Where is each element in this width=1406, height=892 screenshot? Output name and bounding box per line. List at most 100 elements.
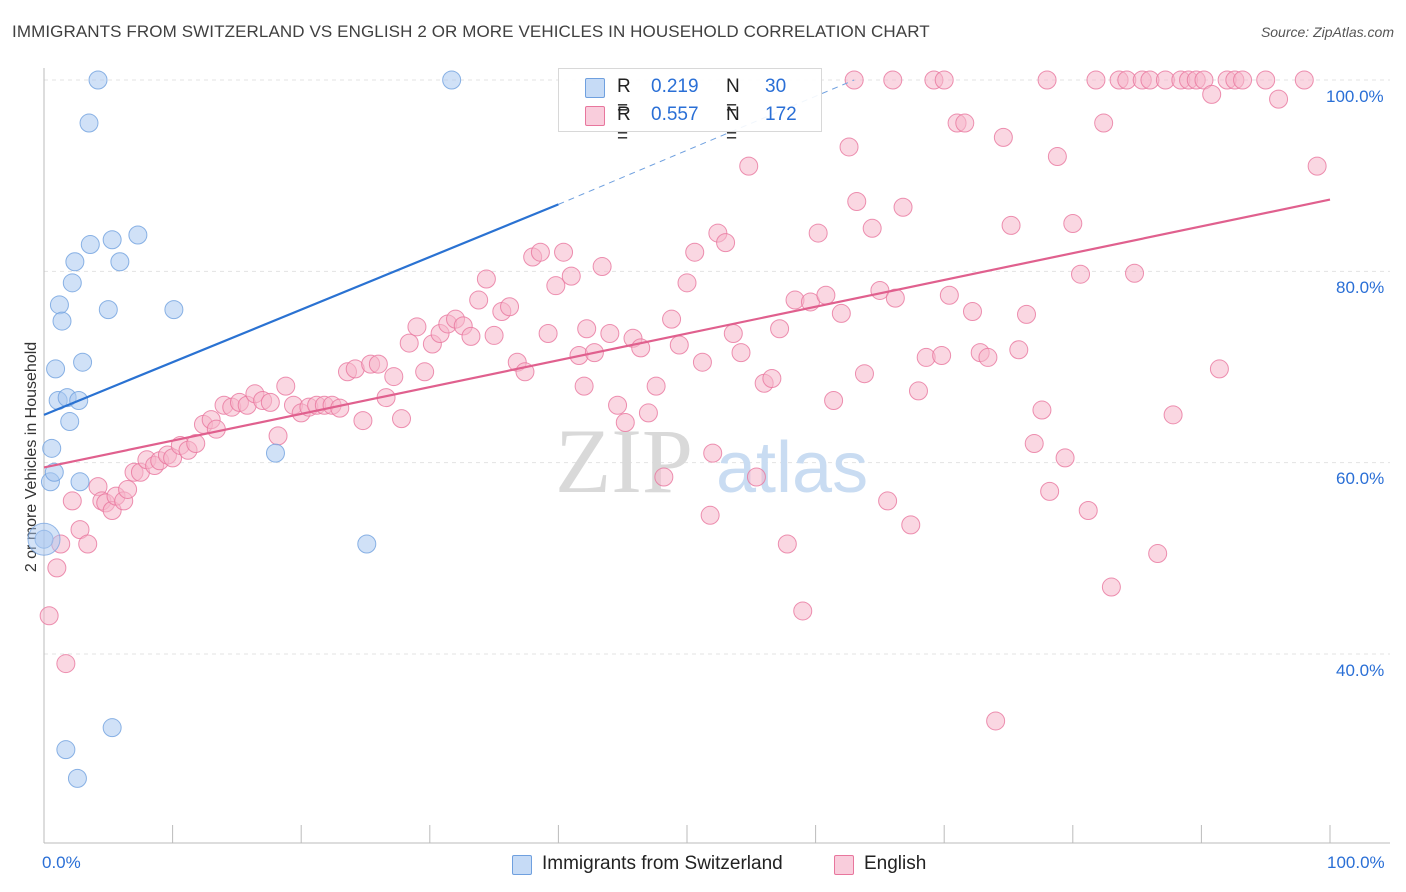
data-point-english: [47, 558, 67, 578]
data-point-switzerland: [88, 70, 108, 90]
data-point-english: [962, 302, 982, 322]
data-point-english: [546, 276, 566, 296]
data-point-switzerland: [44, 462, 64, 482]
data-point-english: [883, 70, 903, 90]
data-point-english: [78, 534, 98, 554]
data-point-english: [268, 426, 288, 446]
data-point-english: [739, 156, 759, 176]
data-point-english: [700, 505, 720, 525]
data-point-switzerland: [110, 252, 130, 272]
data-point-english: [530, 242, 550, 262]
data-point-english: [1024, 434, 1044, 454]
data-point-english: [646, 376, 666, 396]
data-point-english: [731, 343, 751, 363]
legend-swatch-switzerland: [585, 78, 605, 98]
data-point-english: [824, 390, 844, 410]
data-point-english: [770, 319, 790, 339]
data-point-english: [1086, 70, 1106, 90]
legend-swatch-english: [585, 106, 605, 126]
data-point-english: [901, 515, 921, 535]
data-point-switzerland: [49, 295, 69, 315]
data-point-english: [934, 70, 954, 90]
data-point-english: [538, 324, 558, 344]
data-point-english: [500, 297, 520, 317]
data-point-english: [1163, 405, 1183, 425]
data-point-english: [353, 411, 373, 431]
data-point-english: [476, 269, 496, 289]
data-point-english: [384, 367, 404, 387]
data-point-english: [577, 319, 597, 339]
data-point-english: [908, 381, 928, 401]
data-point-english: [993, 127, 1013, 147]
scatter-points: [27, 70, 1327, 788]
data-point-english: [1037, 70, 1057, 90]
data-point-english: [1009, 340, 1029, 360]
data-point-english: [461, 326, 481, 346]
data-point-english: [839, 137, 859, 157]
y-tick-label-60: 60.0%: [1336, 469, 1385, 488]
data-point-english: [703, 443, 723, 463]
axes: [43, 68, 1390, 844]
source-label: Source: ZipAtlas.com: [1260, 24, 1394, 40]
data-point-english: [762, 368, 782, 388]
chart-title: IMMIGRANTS FROM SWITZERLAND VS ENGLISH 2…: [12, 22, 930, 41]
data-point-english: [847, 191, 867, 211]
data-point-english: [654, 467, 674, 487]
trend-line-english: [43, 198, 1331, 469]
data-point-english: [392, 409, 412, 429]
data-point-english: [484, 325, 504, 345]
data-point-english: [816, 285, 836, 305]
data-point-english: [469, 290, 489, 310]
legend-n-label: N =: [726, 104, 740, 147]
data-point-english: [677, 273, 697, 293]
bottom-legend-label-switzerland: Immigrants from Switzerland: [542, 853, 783, 874]
data-point-english: [1233, 70, 1253, 90]
data-point-english: [723, 324, 743, 344]
data-point-english: [1078, 501, 1098, 520]
data-point-english: [186, 434, 206, 454]
legend-n-value: 30: [765, 76, 787, 97]
data-point-switzerland: [265, 443, 285, 463]
data-point-english: [615, 412, 635, 432]
data-point-english: [746, 467, 766, 487]
data-point-english: [1040, 481, 1060, 501]
data-point-english: [939, 285, 959, 305]
data-point-english: [932, 346, 952, 366]
data-point-english: [893, 197, 913, 217]
data-point-english: [638, 403, 658, 423]
data-point-switzerland: [128, 225, 148, 245]
data-point-english: [600, 324, 620, 344]
data-point-english: [777, 534, 797, 554]
data-point-switzerland: [357, 534, 377, 554]
data-point-english: [574, 376, 594, 396]
data-point-switzerland: [73, 352, 93, 372]
data-point-switzerland-large: [27, 522, 61, 556]
data-point-english: [1017, 304, 1037, 324]
data-point-english: [793, 601, 813, 621]
data-point-english: [407, 317, 427, 337]
data-point-english: [260, 392, 280, 412]
data-point-english: [1202, 84, 1222, 104]
data-point-english: [561, 266, 581, 286]
data-point-english: [986, 711, 1006, 731]
data-point-switzerland: [62, 273, 82, 293]
legend-n-value: 172: [765, 104, 797, 125]
data-point-english: [1094, 113, 1114, 133]
data-point-english: [955, 113, 975, 133]
data-point-english: [399, 333, 419, 353]
x-tick-label-max: 100.0%: [1327, 853, 1385, 872]
data-point-english: [62, 491, 82, 511]
data-point-switzerland: [42, 438, 62, 458]
bottom-legend-swatch-english: [834, 855, 854, 875]
data-point-english: [669, 335, 689, 355]
y-tick-label-100: 100.0%: [1326, 87, 1384, 106]
data-point-english: [608, 395, 628, 415]
data-point-english: [1063, 214, 1083, 233]
data-point-english: [1001, 215, 1021, 235]
data-point-switzerland: [164, 300, 184, 320]
legend-r-value: 0.557: [651, 104, 699, 125]
data-point-switzerland: [70, 472, 90, 492]
data-point-english: [56, 654, 76, 674]
data-point-english: [554, 242, 574, 262]
